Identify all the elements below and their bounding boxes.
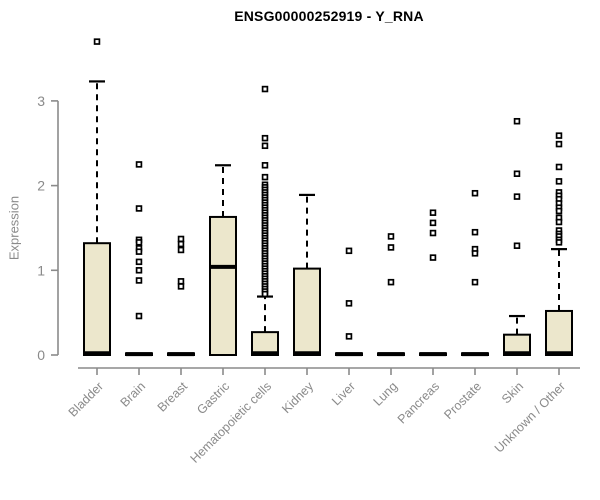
outlier-point [177,240,185,248]
outlier-point [345,247,353,255]
outlier-point [387,233,395,240]
outlier-point [177,283,185,290]
box-Gastric [209,215,237,356]
outlier-point [345,333,353,340]
y-tick-label: 2 [37,178,45,194]
outlier-point [135,267,143,274]
outlier-point [135,248,143,255]
outlier-point [471,228,479,236]
outlier-point [177,278,185,285]
x-tick-label: Gastric [194,379,232,417]
outlier-point [261,173,269,181]
outlier-point [135,161,143,168]
outlier-point [429,254,437,261]
chart-title: ENSG00000252919 - Y_RNA [234,8,424,24]
x-tick-label: Unknown / Other [492,379,568,455]
box-Unknown / Other [545,309,573,356]
outlier-point [135,205,143,212]
x-tick-label: Bladder [66,379,106,419]
outlier-point [135,312,143,320]
box-Kidney [293,267,321,356]
box-Bladder [83,242,111,356]
x-tick-label: Liver [329,379,358,408]
outlier-point [429,209,437,216]
outlier-point [471,250,479,257]
outlier-point [135,277,143,284]
outlier-point [135,239,143,246]
x-tick-label: Lung [371,379,401,409]
outlier-point [261,134,269,142]
x-tick-label: Pancreas [395,379,442,426]
outlier-point [513,170,521,177]
outlier-point [513,117,521,125]
outlier-point [555,132,563,139]
outlier-point [513,242,521,249]
outlier-point [471,278,479,286]
outlier-point [135,258,143,266]
outlier-point [177,246,185,254]
outlier-point [93,38,101,45]
outlier-point [555,239,563,246]
x-tick-label: Brain [118,379,149,410]
outlier-point [555,140,563,148]
outlier-point [261,142,269,150]
x-tick-label: Breast [155,379,191,415]
outlier-point [555,178,563,185]
outlier-point [429,219,437,227]
outlier-point [261,85,269,93]
outlier-point [387,278,395,286]
outlier-point [555,218,563,226]
outlier-point [555,207,563,215]
x-tick-label: Hematopoietic cells [188,379,275,466]
y-tick-label: 0 [37,347,45,363]
x-tick-label: Prostate [441,379,484,422]
outlier-point [429,229,437,237]
outlier-point [513,193,521,200]
outlier-point [261,162,269,169]
outlier-point [177,235,185,243]
y-tick-label: 1 [37,262,45,278]
outlier-point [261,290,269,298]
outlier-point [555,163,563,171]
outlier-point [345,300,353,307]
outlier-point [387,244,395,251]
x-tick-label: Skin [499,379,526,406]
outlier-point [471,189,479,197]
x-tick-label: Kidney [279,379,316,416]
y-tick-label: 3 [37,93,45,109]
